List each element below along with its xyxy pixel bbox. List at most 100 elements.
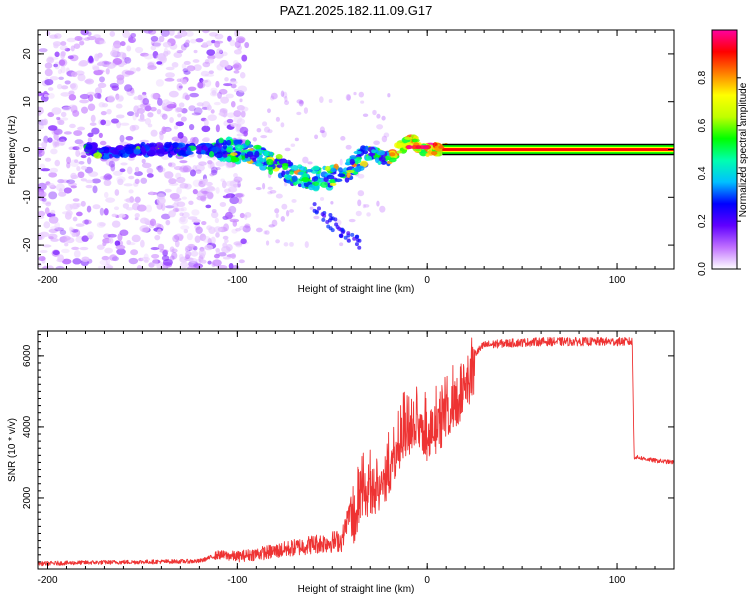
spectrogram-cell [99, 259, 108, 266]
spectrogram-cell [106, 108, 112, 115]
spectrogram-cell [226, 156, 231, 162]
spectrogram-cell [75, 149, 81, 157]
spectrogram-cell [234, 40, 241, 49]
spectrogram-cell [330, 167, 336, 173]
spectrogram-cell [214, 152, 224, 159]
spectrogram-cell [191, 209, 200, 216]
spectrogram-cell [208, 151, 215, 158]
spectrogram-cell [206, 191, 214, 200]
spectrogram-cell [115, 244, 126, 250]
spectrogram-cell [283, 242, 289, 247]
spectrogram-cell [124, 84, 133, 92]
spectrogram-cell [388, 157, 397, 163]
spectrogram-cell [73, 250, 81, 258]
spectrogram-cell [199, 233, 207, 241]
spectrogram-cell [326, 174, 335, 180]
spectrogram-cell [181, 63, 187, 70]
spectrogram-xtick-label: -200 [37, 275, 57, 286]
spectrogram-cell [171, 248, 178, 253]
spectrogram-cell [340, 227, 345, 232]
spectrogram-cell [222, 195, 231, 199]
colorbar-tick-label: 0.0 [697, 262, 708, 276]
spectrogram-cell [189, 257, 198, 263]
spectrogram-cell [134, 111, 139, 118]
spectrogram-cell [66, 179, 76, 184]
spectrogram-cell [66, 156, 72, 165]
colorbar-ticks: 0.0 0.2 0.4 0.6 0.8 [697, 70, 741, 276]
spectrogram-cell [142, 98, 150, 105]
spectrogram-cell [70, 159, 80, 167]
spectrogram-cell [42, 265, 49, 269]
spectrogram-cell [276, 164, 283, 168]
spectrogram-cell [78, 61, 88, 67]
spectrogram-cell [75, 223, 85, 227]
spectrogram-cell [191, 218, 201, 223]
spectrogram-heatmap [38, 30, 674, 269]
spectrogram-cell [228, 262, 234, 269]
spectrogram-cell [219, 201, 227, 207]
spectrogram-cell [359, 160, 368, 168]
spectrogram-xtick-label: 100 [609, 275, 626, 286]
spectrogram-cell [280, 90, 285, 97]
spectrogram-cell [237, 181, 241, 188]
spectrogram-cell [141, 158, 146, 164]
spectrogram-cell [115, 103, 123, 109]
spectrogram-cell [289, 170, 294, 175]
spectrogram-xlabel: Height of straight line (km) [298, 284, 415, 295]
spectrogram-cell [189, 169, 197, 177]
spectrogram-cell [136, 265, 143, 269]
spectrogram-cell [79, 93, 90, 100]
spectrogram-cell [296, 111, 302, 116]
spectrogram-cell [373, 140, 380, 146]
spectrogram-cell [128, 175, 135, 180]
spectrogram-cell [59, 138, 66, 146]
spectrogram-cell [181, 196, 188, 200]
spectrogram-cell [285, 210, 290, 217]
spectrogram-cell [143, 30, 153, 34]
spectrogram-cell [38, 48, 48, 53]
spectrogram-cell [188, 105, 196, 112]
spectrogram-cell [270, 92, 278, 100]
spectrogram-cell [194, 235, 201, 243]
spectrogram-cell [216, 48, 223, 54]
spectrogram-cell [50, 226, 59, 230]
spectrogram-cell [172, 142, 179, 148]
spectrogram-cell [49, 76, 59, 81]
spectrogram-cell [175, 207, 180, 212]
spectrogram-cell [134, 178, 140, 185]
spectrogram-cell [210, 109, 215, 114]
spectrogram-cell [135, 67, 141, 72]
spectrogram-cell [59, 45, 68, 51]
spectrogram-cell [124, 57, 132, 64]
spectrogram-cell [147, 112, 154, 118]
spectrogram-cell [68, 104, 78, 110]
spectrogram-cell [177, 132, 184, 139]
spectrogram-cell [376, 150, 386, 156]
spectrogram-cell [355, 238, 360, 243]
spectrogram-cell [171, 251, 178, 260]
spectrogram-cell [233, 60, 239, 66]
spectrogram-cell [68, 90, 75, 96]
spectrogram-cell [95, 40, 100, 45]
spectrogram-cell [200, 259, 207, 264]
spectrogram-cell [129, 124, 136, 132]
spectrogram-cell [233, 176, 243, 183]
spectrogram-cell [112, 57, 123, 65]
spectrogram-cell [47, 112, 55, 118]
spectrogram-cell [376, 113, 381, 119]
spectrogram-cell [422, 145, 429, 150]
spectrogram-cell [339, 233, 344, 238]
spectrogram-cell [225, 160, 233, 169]
spectrogram-cell [139, 217, 149, 224]
spectrogram-cell [60, 85, 69, 90]
spectrogram-cell [242, 131, 248, 137]
spectrogram-cell [134, 217, 139, 221]
spectrogram-cell [111, 118, 119, 124]
spectrogram-cell [41, 141, 48, 149]
spectrogram-cell [213, 253, 220, 259]
spectrogram-cell [242, 225, 251, 233]
spectrogram-cell [171, 62, 179, 68]
spectrogram-cell [189, 38, 197, 44]
carrier-band [442, 148, 674, 151]
spectrogram-cell [169, 117, 174, 123]
